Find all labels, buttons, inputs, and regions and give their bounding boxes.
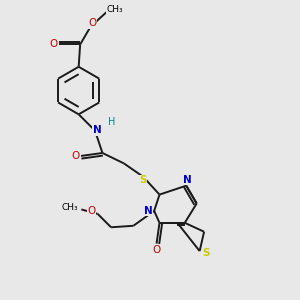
Text: S: S [202,248,210,257]
Text: N: N [93,125,102,135]
Text: S: S [140,175,147,185]
Text: CH₃: CH₃ [62,203,78,212]
Text: CH₃: CH₃ [107,5,124,14]
Text: O: O [88,206,96,216]
Text: O: O [72,151,80,161]
Text: O: O [88,18,96,28]
Text: H: H [108,117,115,127]
Text: O: O [50,40,58,50]
Text: O: O [152,244,161,255]
Text: N: N [183,175,192,185]
Text: N: N [144,206,153,216]
